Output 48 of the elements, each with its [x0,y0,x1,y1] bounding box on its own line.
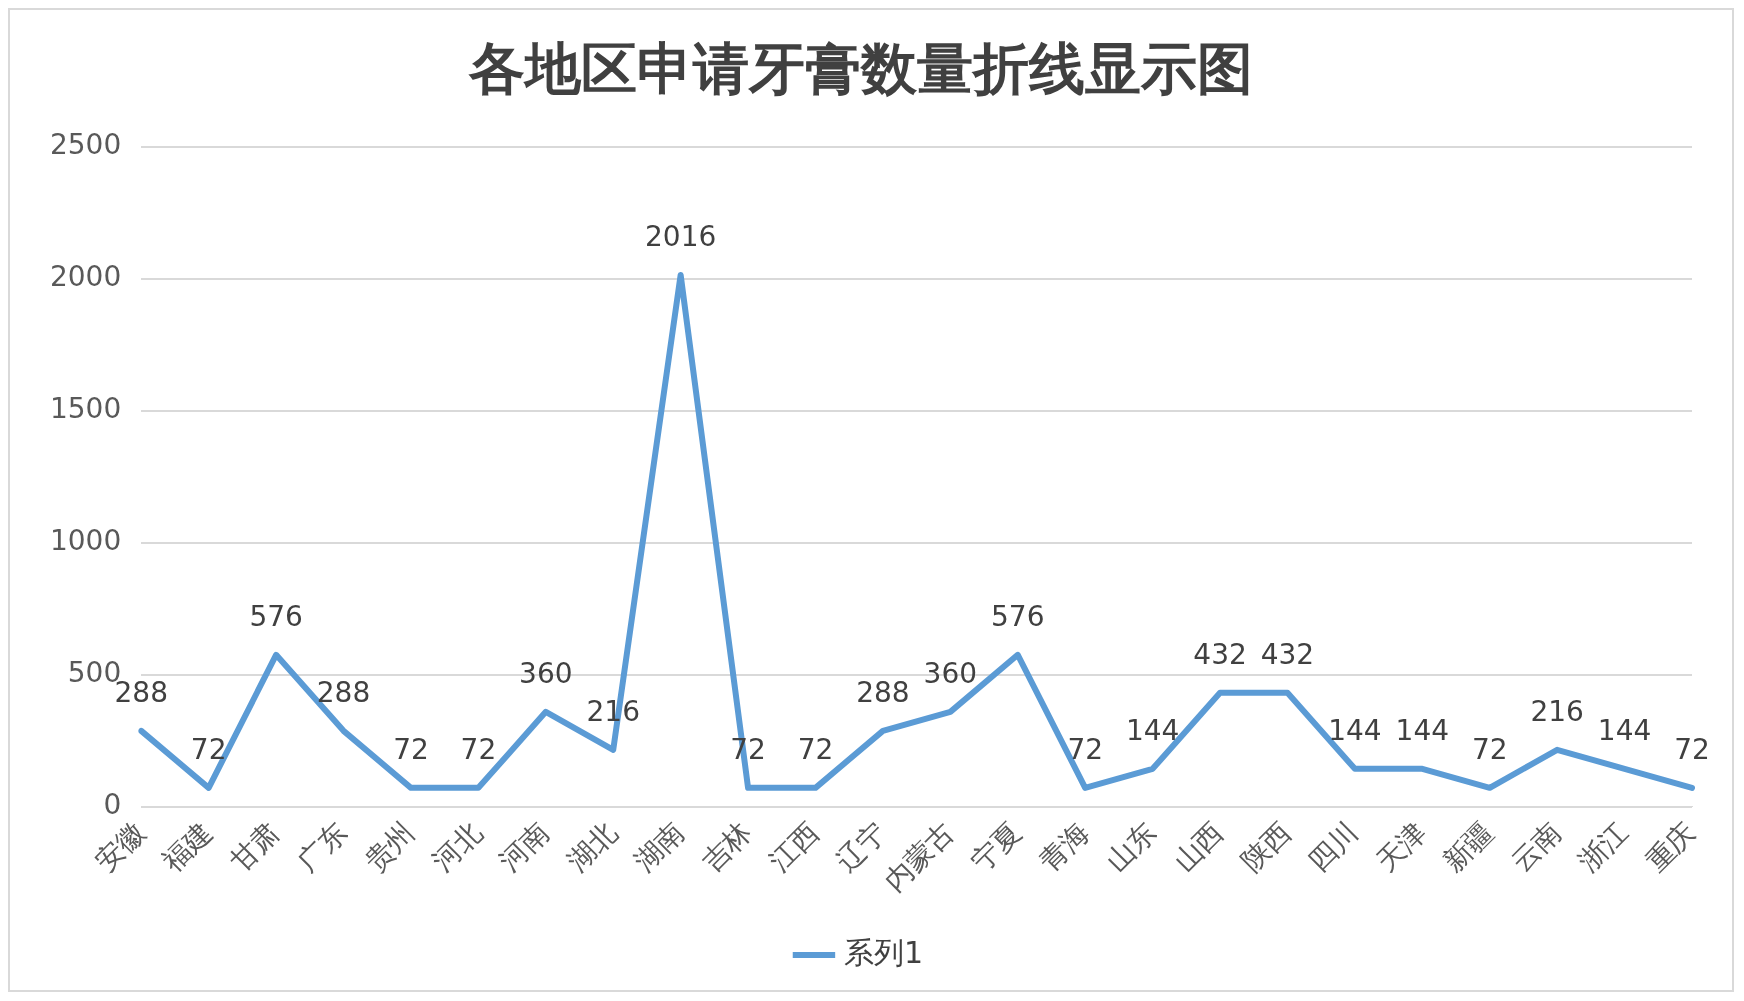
x-tick-label: 重庆 [1639,815,1703,879]
x-tick-label: 浙江 [1571,815,1635,879]
data-label: 144 [1597,714,1652,748]
data-label: 432 [1193,638,1247,672]
data-label: 72 [393,733,429,767]
x-tick-label: 福建 [155,815,219,879]
x-tick-label: 青海 [1032,815,1096,879]
data-label: 72 [1067,733,1104,767]
y-tick-label: 1500 [49,392,122,426]
data-label: 72 [1471,733,1508,767]
x-tick-label: 甘肃 [223,815,287,879]
data-label: 72 [460,733,497,767]
legend-label: 系列1 [843,934,924,970]
x-tick-label: 湖北 [560,815,624,879]
data-label: 432 [1260,638,1315,672]
data-label: 288 [316,676,371,710]
x-tick-label: 吉林 [695,815,759,879]
y-tick-label: 2000 [49,260,122,294]
x-tick-label: 广东 [290,815,354,879]
y-tick-label: 1000 [49,524,122,558]
x-tick-label: 河北 [425,815,489,879]
x-tick-label: 天津 [1369,815,1433,879]
x-tick-label: 山东 [1099,815,1163,879]
data-label: 216 [1530,695,1584,729]
data-label: 360 [519,657,573,691]
data-label: 576 [991,600,1045,634]
x-tick-label: 宁夏 [964,815,1028,879]
data-label: 360 [923,657,978,691]
x-tick-label: 山西 [1167,815,1231,879]
x-tick-label: 四川 [1302,815,1365,879]
y-tick-label: 2500 [49,128,122,162]
x-tick-label: 湖南 [627,815,691,879]
data-label: 72 [1674,733,1710,767]
chart-title: 各地区申请牙膏数量折线显示图 [468,36,1253,102]
x-tick-label: 河南 [492,815,556,879]
data-label: 144 [1328,714,1382,748]
data-label: 144 [1125,714,1180,748]
data-label: 144 [1395,714,1450,748]
data-label: 72 [190,733,227,767]
x-tick-label: 贵州 [358,815,422,879]
x-tick-label: 陕西 [1234,815,1298,879]
x-tick-label: 云南 [1504,815,1568,879]
data-label: 576 [249,600,303,634]
x-tick-label: 江西 [762,815,826,879]
x-tick-label: 新疆 [1436,815,1500,879]
data-label: 2016 [645,220,717,254]
data-label: 288 [856,676,910,710]
data-label: 72 [797,733,834,767]
